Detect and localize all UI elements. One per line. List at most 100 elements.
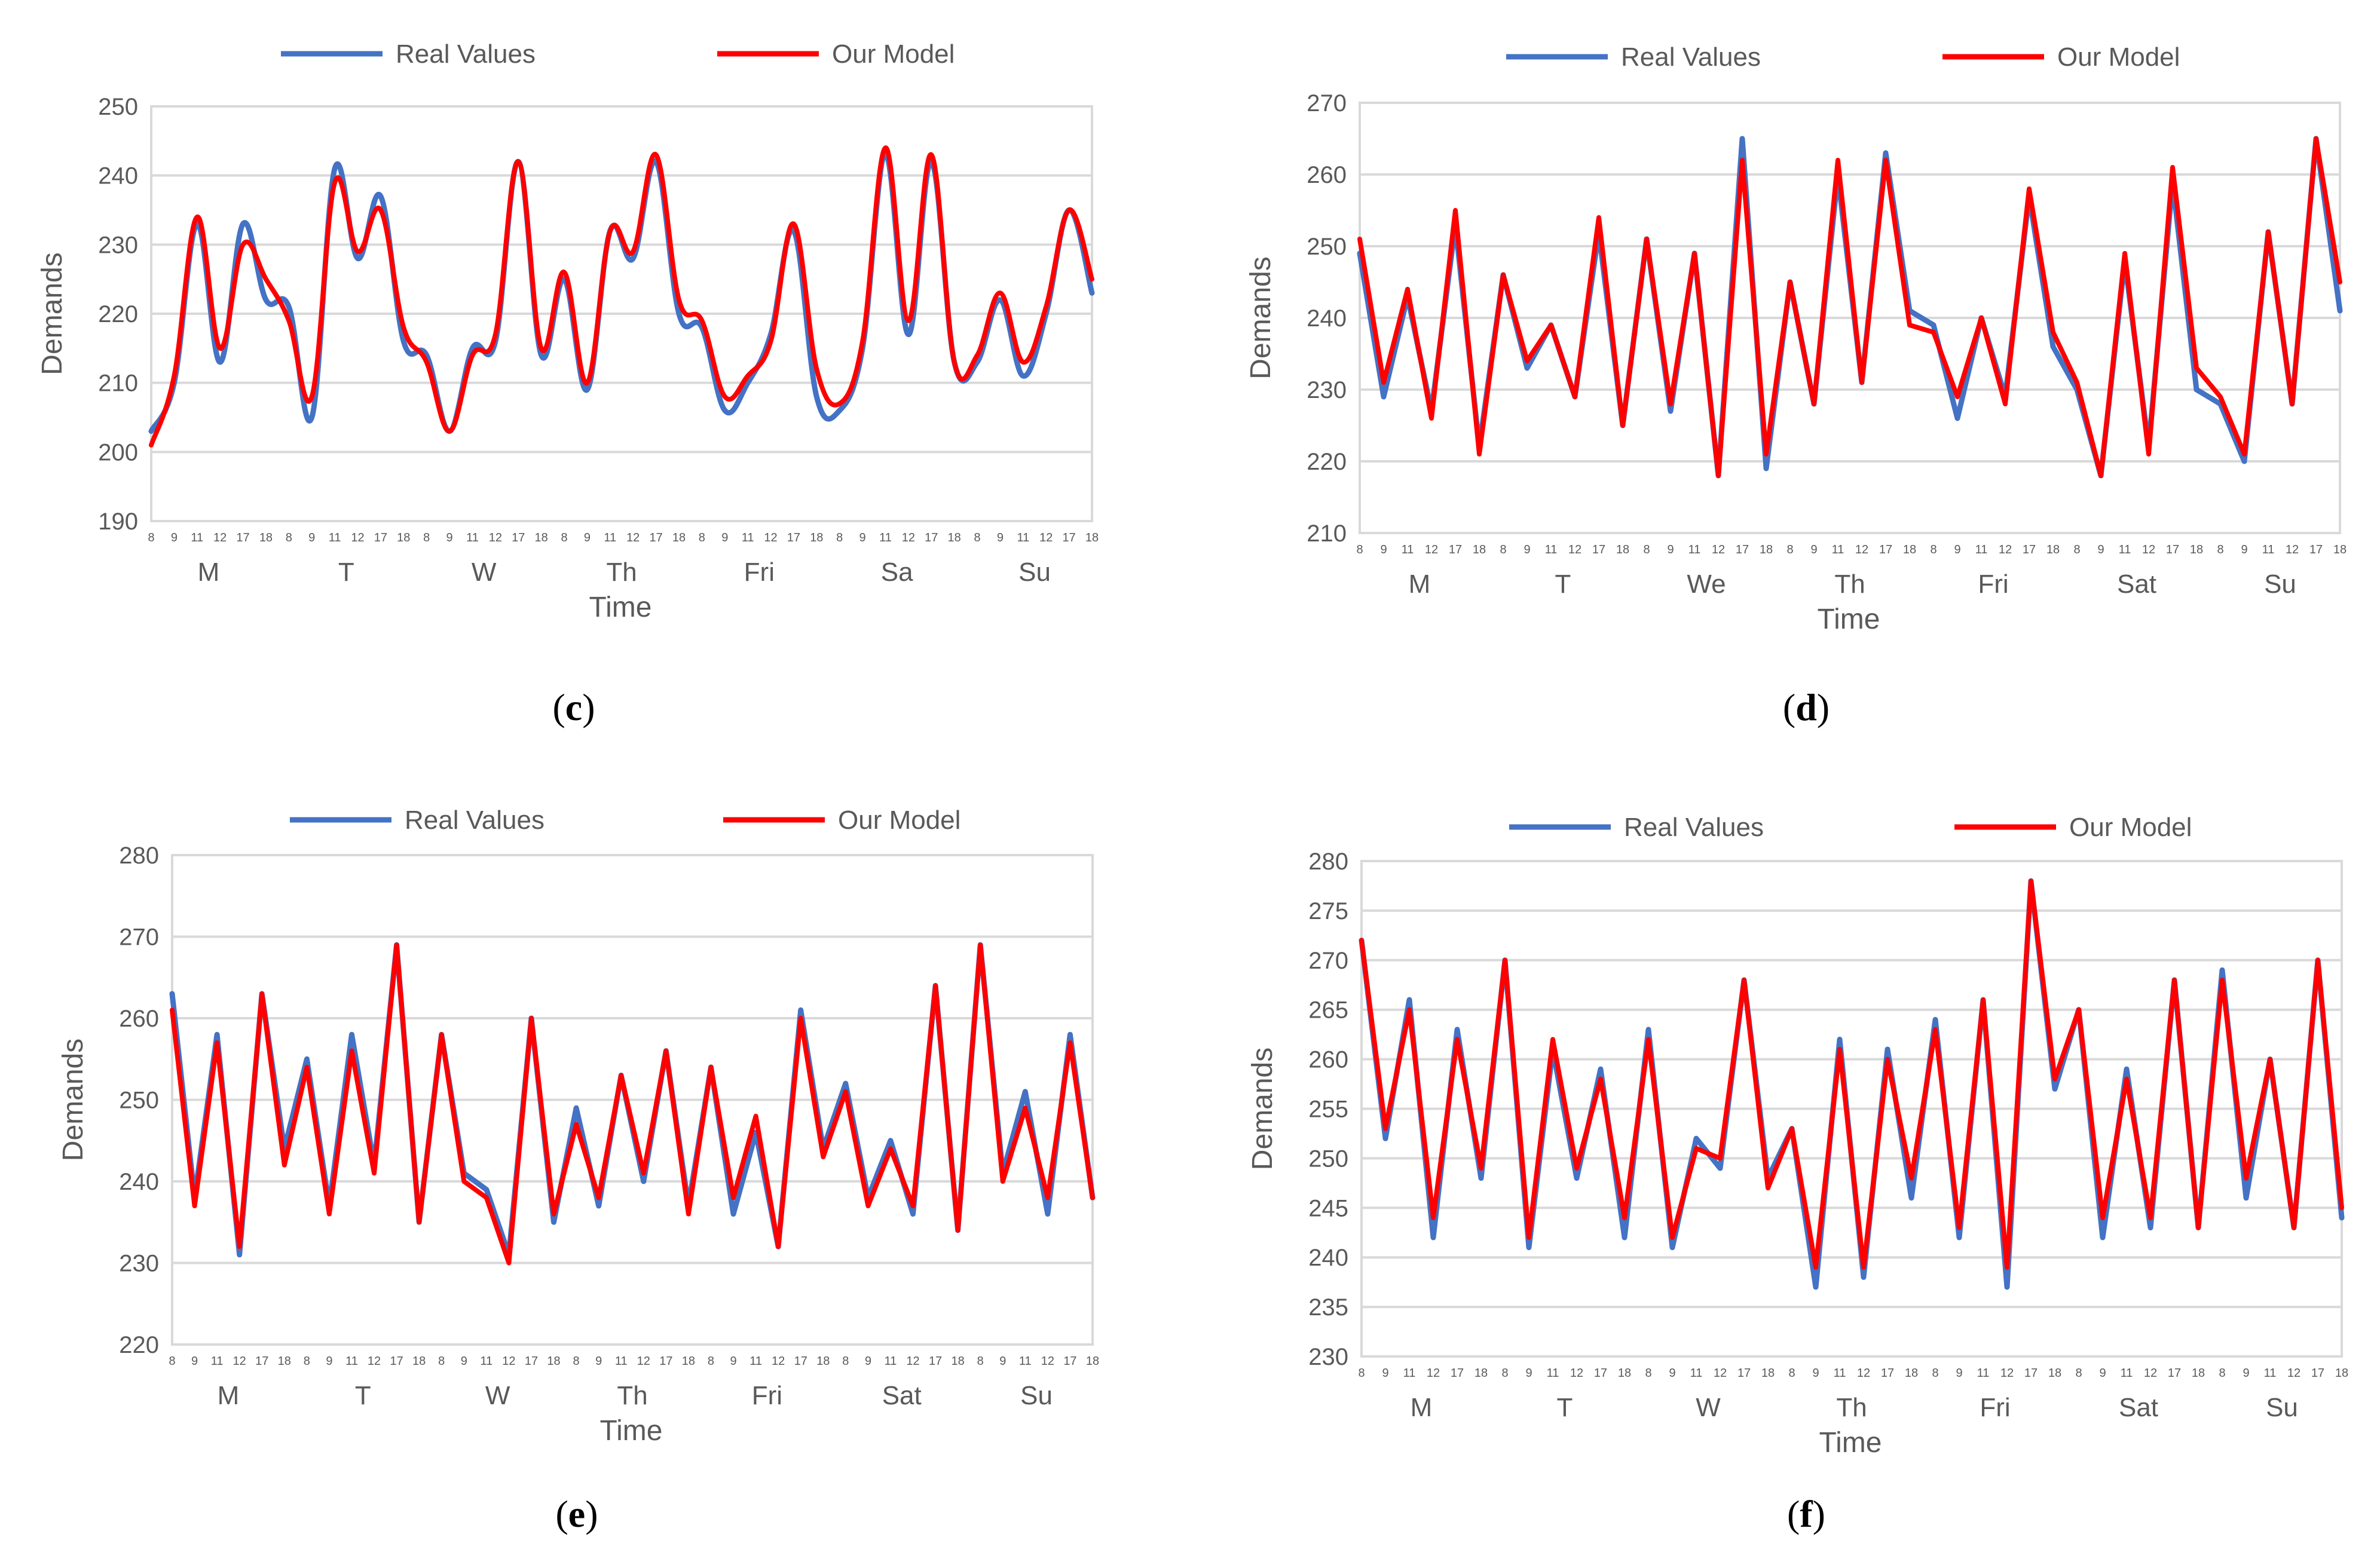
x-tick-label: 8 — [438, 1355, 445, 1368]
x-tick-label: 11 — [1545, 543, 1558, 556]
x-tick-label: 11 — [742, 531, 754, 544]
x-tick-label: 17 — [929, 1355, 942, 1368]
x-category-label: T — [355, 1381, 371, 1410]
y-tick-label: 240 — [1308, 1245, 1348, 1271]
x-category-label: M — [198, 558, 220, 587]
series-line-our-model — [170, 942, 1095, 1266]
x-tick-label: 17 — [2023, 543, 2036, 556]
x-tick-label: 18 — [1760, 543, 1773, 556]
x-tick-label: 17 — [1881, 1367, 1894, 1380]
series-line-our-model — [1357, 136, 2342, 478]
x-tick-label: 17 — [525, 1355, 538, 1368]
x-tick-label: 11 — [1547, 1367, 1559, 1380]
x-tick-label: 17 — [1736, 543, 1749, 556]
x-tick-label: 8 — [836, 531, 843, 544]
y-tick-label: 240 — [1307, 305, 1347, 332]
x-tick-label: 9 — [999, 1355, 1006, 1368]
x-tick-label: 18 — [2048, 1367, 2061, 1380]
x-tick-label: 11 — [1017, 531, 1029, 544]
x-tick-label: 11 — [191, 531, 203, 544]
y-tick-label: 190 — [98, 509, 138, 535]
y-tick-label: 270 — [119, 924, 159, 951]
x-tick-label: 9 — [191, 1355, 198, 1368]
x-category-label: Sat — [2117, 569, 2156, 599]
x-tick-label: 9 — [859, 531, 866, 544]
x-tick-label: 11 — [1688, 543, 1701, 556]
y-axis-title: Demands — [57, 1039, 89, 1161]
y-tick-label: 245 — [1308, 1195, 1348, 1221]
x-tick-label: 11 — [1975, 543, 1988, 556]
x-tick-label: 8 — [304, 1355, 310, 1368]
x-tick-label: 8 — [974, 531, 980, 544]
x-tick-label: 11 — [2121, 1367, 2133, 1380]
x-tick-label: 8 — [842, 1355, 849, 1368]
x-tick-label: 17 — [1594, 1367, 1607, 1380]
x-tick-label: 12 — [772, 1355, 785, 1368]
x-tick-label: 8 — [561, 531, 567, 544]
legend-label: Real Values — [1624, 813, 1764, 842]
x-tick-label: 12 — [764, 531, 777, 544]
x-tick-label: 11 — [329, 531, 341, 544]
chart-panel-f: 230 235 240 245 250 255 260 265 270 275 280 8 9 11 12 1… — [1247, 813, 2348, 1535]
y-tick-label: 270 — [1308, 948, 1348, 974]
y-tick-label: 265 — [1308, 997, 1348, 1024]
x-tick-label: 12 — [489, 531, 502, 544]
x-tick-label: 12 — [1712, 543, 1725, 556]
x-tick-label: 17 — [1451, 1367, 1464, 1380]
series-line-our-model — [1359, 878, 2344, 1270]
x-tick-label: 11 — [2119, 543, 2131, 556]
y-tick-label: 255 — [1308, 1097, 1348, 1123]
x-tick-label: 18 — [1905, 1367, 1918, 1380]
chart-panel-d: 210 220 230 240 250 260 270 8 9 11 12 17 18 8 9 11 12 17 1… — [1245, 42, 2347, 728]
x-tick-label: 18 — [259, 531, 273, 544]
x-tick-label: 12 — [233, 1355, 246, 1368]
plot-frame — [150, 105, 1093, 522]
x-tick-label: 17 — [236, 531, 249, 544]
x-tick-label: 12 — [213, 531, 227, 544]
x-axis-title: Time — [1818, 604, 1880, 635]
x-tick-label: 11 — [480, 1355, 492, 1368]
x-tick-label: 11 — [2264, 1367, 2277, 1380]
x-tick-label: 17 — [2166, 543, 2179, 556]
x-tick-label: 11 — [885, 1355, 897, 1368]
x-tick-label: 8 — [169, 1355, 175, 1368]
x-tick-label: 18 — [547, 1355, 560, 1368]
x-tick-label: 18 — [682, 1355, 695, 1368]
x-tick-label: 11 — [604, 531, 616, 544]
chart-panel-e: 220 230 240 250 260 270 280 8 9 11 12 17 18 8 9 11 12 17 1… — [57, 806, 1099, 1535]
x-tick-label: 12 — [1570, 1367, 1583, 1380]
x-tick-label: 8 — [423, 531, 430, 544]
y-tick-label: 280 — [119, 843, 159, 869]
x-tick-label: 12 — [906, 1355, 919, 1368]
x-tick-label: 8 — [573, 1355, 580, 1368]
x-category-label: Th — [606, 558, 637, 587]
x-tick-label: 11 — [1403, 1367, 1416, 1380]
x-tick-label: 9 — [2241, 543, 2247, 556]
y-axis-title: Demands — [36, 252, 68, 375]
x-tick-label: 17 — [794, 1355, 807, 1368]
x-tick-label: 18 — [1086, 1355, 1099, 1368]
y-tick-label: 210 — [98, 370, 138, 397]
x-tick-label: 12 — [626, 531, 640, 544]
x-tick-label: 17 — [390, 1355, 403, 1368]
x-tick-label: 11 — [1977, 1367, 1990, 1380]
y-tick-label: 230 — [1308, 1344, 1348, 1370]
y-tick-label: 250 — [1307, 234, 1347, 260]
x-tick-label: 11 — [1402, 543, 1414, 556]
x-tick-label: 8 — [1358, 1367, 1365, 1380]
x-tick-label: 9 — [2243, 1367, 2249, 1380]
x-tick-label: 8 — [2073, 543, 2080, 556]
legend-label: Real Values — [1621, 42, 1761, 72]
x-tick-label: 17 — [2311, 1367, 2324, 1380]
x-tick-label: 17 — [2309, 543, 2323, 556]
x-tick-label: 17 — [512, 531, 525, 544]
x-axis-title: Time — [600, 1415, 663, 1447]
x-category-label: M — [1409, 569, 1431, 599]
x-category-label: Su — [2266, 1393, 2298, 1422]
y-tick-label: 260 — [1308, 1047, 1348, 1073]
x-tick-label: 12 — [2000, 1367, 2014, 1380]
x-tick-label: 8 — [708, 1355, 714, 1368]
x-tick-label: 17 — [255, 1355, 268, 1368]
x-category-label: Sa — [881, 558, 913, 587]
